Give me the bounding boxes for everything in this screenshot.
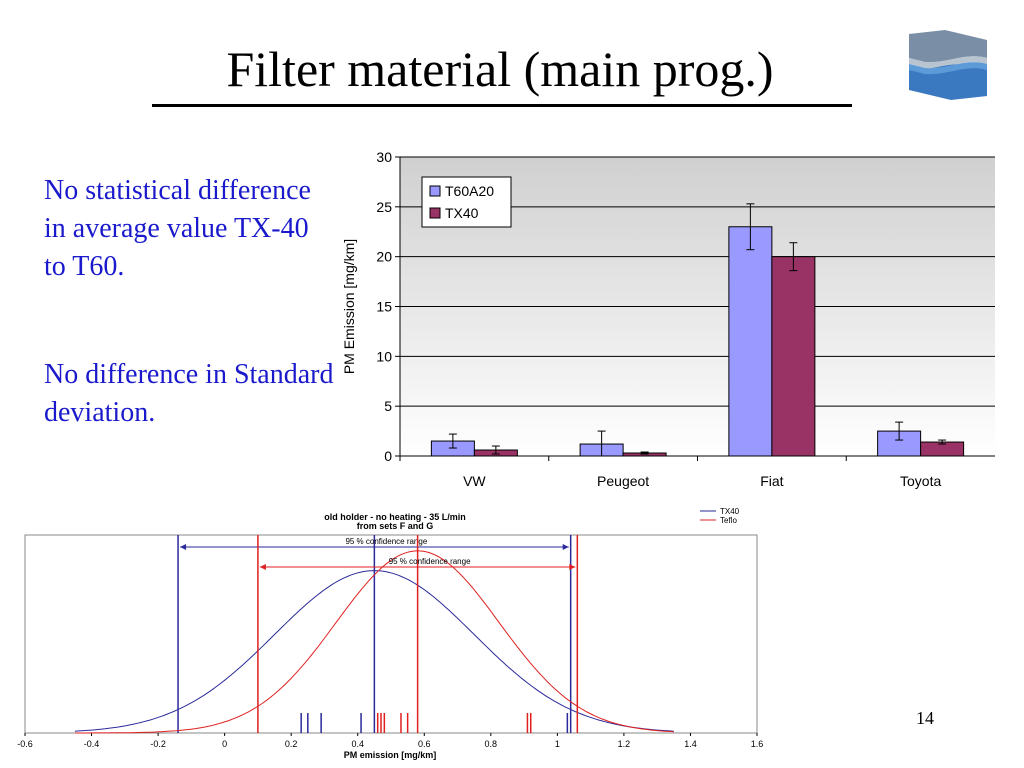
x-tick-label: 1.2: [618, 739, 631, 749]
legend-swatch: [429, 185, 441, 197]
legend-box: [421, 176, 512, 228]
logo-icon: [909, 30, 987, 100]
chart-subtitle: from sets F and G: [357, 521, 434, 531]
bullet-text-stddev: No difference in Standard deviation.: [44, 359, 334, 428]
y-tick-label: 20: [376, 249, 392, 265]
x-tick-label: 1.4: [684, 739, 697, 749]
y-tick-label: 25: [376, 199, 392, 215]
arrow-head: [562, 544, 569, 550]
x-axis-label: PM emission [mg/km]: [344, 750, 437, 760]
x-tick-label: 0.6: [418, 739, 431, 749]
bullet-text-mean: No statistical difference in average val…: [44, 175, 311, 282]
arrow-head: [259, 564, 266, 570]
y-tick-label: 0: [384, 448, 392, 464]
chart-title: old holder - no heating - 35 L/min: [324, 512, 466, 522]
x-tick-label: -0.2: [150, 739, 166, 749]
bar: [771, 256, 816, 457]
y-tick-label: 30: [376, 149, 392, 165]
x-tick-label: 0.8: [485, 739, 498, 749]
confidence-label: 95 % confidence range: [345, 537, 427, 546]
x-tick-label: 1.6: [751, 739, 764, 749]
x-tick-label: 0: [222, 739, 227, 749]
x-tick-label: 1: [555, 739, 560, 749]
legend-swatch: [429, 207, 441, 219]
x-tick-label: Toyota: [900, 473, 941, 489]
y-tick-label: 10: [376, 348, 392, 364]
arrow-head: [569, 564, 576, 570]
y-axis-label: PM Emission [mg/km]: [341, 239, 357, 374]
legend-label: T60A20: [445, 183, 494, 199]
x-tick-label: -0.4: [84, 739, 100, 749]
y-tick-label: 15: [376, 299, 392, 315]
page-number: 14: [916, 708, 934, 728]
legend-label: TX40: [445, 205, 479, 221]
density-curve: [74, 550, 674, 734]
x-tick-label: Fiat: [760, 473, 783, 489]
x-tick-label: 0.4: [351, 739, 364, 749]
bar-chart: 0 5 10 15 20 25 30 VW Peugeot Fiat Toyota T60A20 TX4…: [341, 149, 995, 489]
x-tick-label: -0.6: [17, 739, 33, 749]
title-underline: [152, 104, 852, 107]
x-tick-label: Peugeot: [597, 473, 649, 489]
x-tick-label: VW: [463, 473, 486, 489]
slide-title: Filter material (main prog.): [226, 41, 774, 97]
bar: [728, 226, 773, 457]
arrow-head: [180, 544, 187, 550]
plot-frame: [24, 534, 758, 734]
y-tick-label: 5: [384, 398, 392, 414]
x-tick-label: 0.2: [285, 739, 298, 749]
legend-label: Teflo: [720, 516, 737, 525]
legend-label: TX40: [720, 507, 740, 516]
confidence-label: 95 % confidence range: [389, 557, 471, 566]
legend: T60A20 TX40: [421, 176, 512, 228]
